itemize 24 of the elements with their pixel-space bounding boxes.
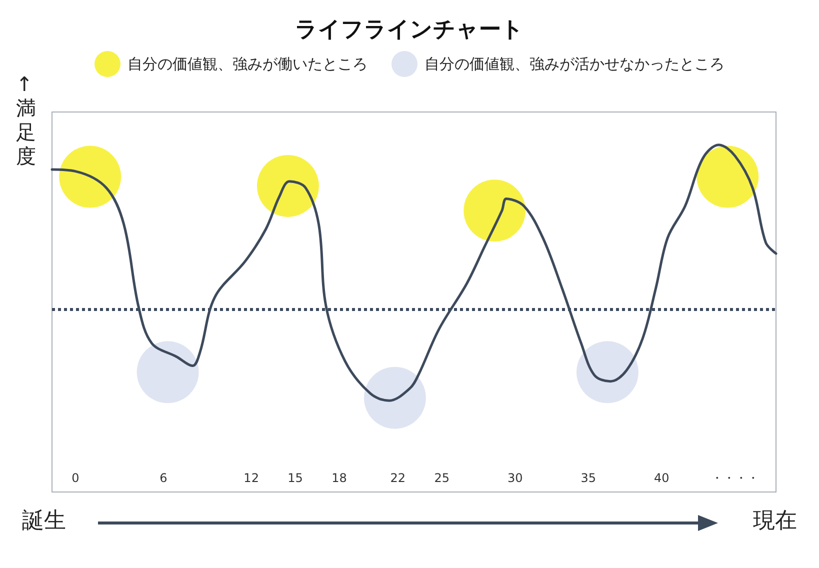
- point: [257, 154, 319, 217]
- x-tick-label: 40: [654, 471, 670, 485]
- point: [576, 341, 638, 404]
- text: 現在: [753, 508, 797, 534]
- x-tick-label: ・・・・: [710, 471, 759, 485]
- x-tick-label: 15: [288, 471, 303, 485]
- point: [364, 366, 426, 429]
- x-tick-label: 22: [390, 471, 406, 485]
- x-tick-label: 12: [244, 471, 259, 485]
- x-tick-label: 18: [332, 471, 347, 485]
- point: [464, 180, 526, 242]
- point: [696, 146, 759, 208]
- x-tick-label: 6: [160, 471, 168, 485]
- point: [136, 341, 199, 404]
- x-tick-label: 35: [580, 471, 596, 485]
- y-axis-title: ↑満足度: [16, 72, 36, 168]
- legend-label: 自分の価値観、強みが働いたところ: [128, 55, 368, 73]
- x-tick-label: 0: [72, 471, 80, 485]
- chart-title: ライフラインチャート: [295, 18, 524, 42]
- point: [59, 146, 122, 208]
- x-axis-title: 誕生: [22, 508, 66, 534]
- x-tick-label: 30: [507, 471, 523, 485]
- legend-label: 自分の価値観、強みが活かせなかったところ: [424, 55, 724, 73]
- x-tick-label: 25: [434, 471, 450, 485]
